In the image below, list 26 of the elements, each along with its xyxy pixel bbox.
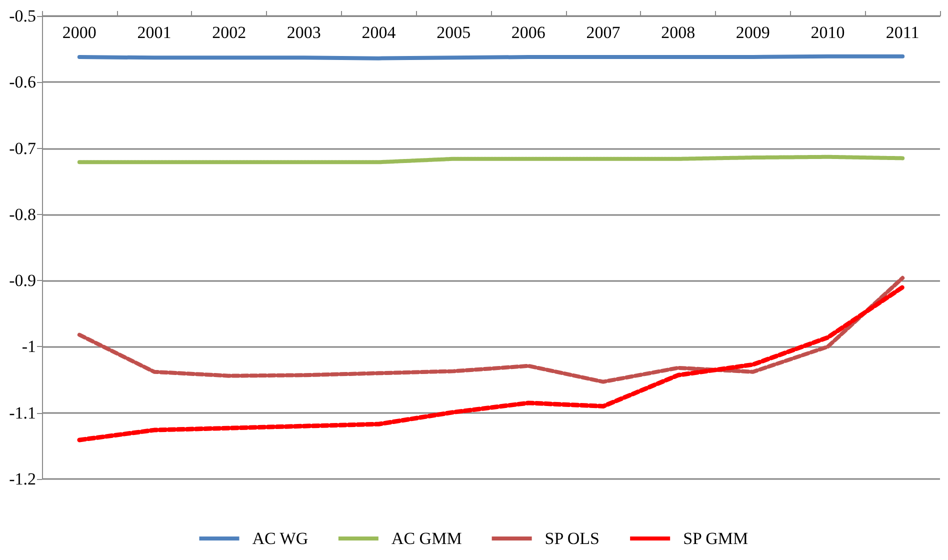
legend-label: AC GMM [391, 529, 462, 548]
x-tick-label: 2002 [212, 23, 246, 42]
y-tick-label: -1 [22, 337, 36, 356]
y-tick-label: -0.8 [9, 204, 36, 224]
x-tick-label: 2000 [62, 23, 96, 42]
legend-label: SP OLS [544, 529, 600, 548]
x-tick-label: 2011 [886, 23, 920, 42]
x-tick-label: 2010 [810, 23, 845, 42]
x-tick-label: 2003 [286, 23, 321, 42]
line-series [77, 284, 905, 442]
y-tick-label: -0.5 [9, 6, 36, 26]
y-tick-label: -0.9 [9, 271, 36, 290]
x-tick-label: 2004 [362, 23, 396, 42]
legend-label: SP GMM [683, 529, 748, 548]
y-tick-label: -1.2 [9, 470, 36, 488]
y-tick-label: -0.6 [9, 72, 36, 92]
x-tick-label: 2006 [511, 23, 546, 42]
line-series [77, 276, 905, 384]
x-tick-label: 2001 [137, 23, 172, 42]
x-tick-label: 2007 [586, 23, 621, 42]
x-tick-label: 2008 [661, 23, 696, 42]
legend-label: AC WG [252, 529, 308, 548]
x-tick-label: 2009 [736, 23, 770, 42]
y-tick-label: -1.1 [9, 403, 36, 422]
y-tick-label: -0.7 [9, 138, 36, 158]
x-tick-label: 2005 [436, 23, 471, 42]
